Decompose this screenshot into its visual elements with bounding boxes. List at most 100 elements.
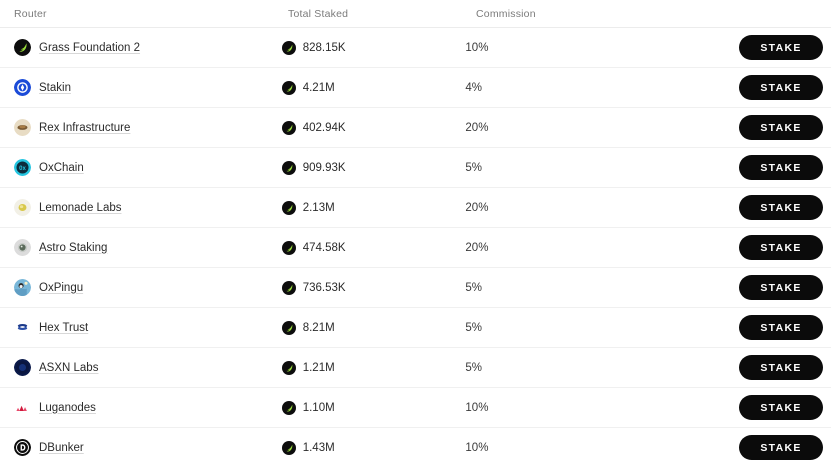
commission-value: 10% bbox=[465, 41, 489, 54]
router-name-link[interactable]: ASXN Labs bbox=[39, 361, 99, 374]
table-row: DBunker 1.43M 10% STAKE bbox=[0, 428, 831, 461]
table-row: Rex Infrastructure 402.94K 20% STAKE bbox=[0, 108, 831, 148]
commission-value: 20% bbox=[465, 241, 489, 254]
grass-token-icon bbox=[281, 440, 296, 455]
commission-value: 10% bbox=[465, 441, 489, 454]
table-row: Astro Staking 474.58K 20% STAKE bbox=[0, 228, 831, 268]
asxn-labs-avatar bbox=[14, 359, 31, 376]
router-name-link[interactable]: Stakin bbox=[39, 81, 71, 94]
table-row: Lemonade Labs 2.13M 20% STAKE bbox=[0, 188, 831, 228]
table-row: Grass Foundation 2 828.15K 10% STAKE bbox=[0, 28, 831, 68]
stake-button[interactable]: STAKE bbox=[738, 155, 823, 180]
router-name-link[interactable]: OxPingu bbox=[39, 281, 84, 294]
action-cell: STAKE bbox=[738, 275, 831, 300]
total-staked-value: 474.58K bbox=[302, 241, 346, 254]
total-staked-value: 828.15K bbox=[302, 41, 346, 54]
router-name-link[interactable]: Grass Foundation 2 bbox=[39, 41, 141, 54]
total-staked-value: 4.21M bbox=[302, 81, 335, 94]
table-row: OxPingu 736.53K 5% STAKE bbox=[0, 268, 831, 308]
stake-button[interactable]: STAKE bbox=[738, 315, 823, 340]
total-staked-cell: 909.93K bbox=[281, 160, 466, 175]
commission-value: 5% bbox=[465, 321, 483, 334]
total-staked-value: 909.93K bbox=[302, 161, 346, 174]
commission-value: 20% bbox=[465, 121, 489, 134]
grass-token-icon bbox=[281, 160, 296, 175]
stake-button[interactable]: STAKE bbox=[738, 75, 823, 100]
grass-foundation-avatar bbox=[14, 39, 31, 56]
stake-button[interactable]: STAKE bbox=[738, 195, 823, 220]
router-cell: 0x OxChain bbox=[0, 159, 282, 176]
grass-token-icon bbox=[281, 320, 296, 335]
commission-value: 4% bbox=[465, 81, 483, 94]
grass-token-icon bbox=[281, 360, 296, 375]
action-cell: STAKE bbox=[738, 355, 831, 380]
total-staked-value: 1.10M bbox=[302, 401, 335, 414]
oxchain-avatar: 0x bbox=[14, 159, 31, 176]
router-cell: Hex Trust bbox=[0, 319, 282, 336]
table-header-row: Router Total Staked Commission bbox=[0, 0, 831, 28]
total-staked-value: 2.13M bbox=[302, 201, 335, 214]
column-header-router: Router bbox=[14, 7, 47, 20]
total-staked-cell: 828.15K bbox=[281, 40, 466, 55]
router-name-link[interactable]: Rex Infrastructure bbox=[39, 121, 131, 134]
table-row: ASXN Labs 1.21M 5% STAKE bbox=[0, 348, 831, 388]
router-cell: DBunker bbox=[0, 439, 282, 456]
total-staked-cell: 2.13M bbox=[281, 200, 466, 215]
stake-button[interactable]: STAKE bbox=[738, 275, 823, 300]
commission-value: 5% bbox=[465, 361, 483, 374]
column-header-total-staked: Total Staked bbox=[288, 7, 349, 20]
action-cell: STAKE bbox=[738, 115, 831, 140]
router-name-link[interactable]: OxChain bbox=[39, 161, 84, 174]
column-header-commission: Commission bbox=[476, 7, 536, 20]
table-row: Hex Trust 8.21M 5% STAKE bbox=[0, 308, 831, 348]
router-cell: Rex Infrastructure bbox=[0, 119, 282, 136]
grass-token-icon bbox=[281, 400, 296, 415]
action-cell: STAKE bbox=[738, 315, 831, 340]
table-body: Grass Foundation 2 828.15K 10% STAKE Stakin 4… bbox=[0, 28, 831, 461]
stake-button[interactable]: STAKE bbox=[738, 235, 823, 260]
router-cell: OxPingu bbox=[0, 279, 282, 296]
total-staked-cell: 474.58K bbox=[281, 240, 466, 255]
stakin-avatar bbox=[14, 79, 31, 96]
total-staked-value: 402.94K bbox=[302, 121, 346, 134]
router-name-link[interactable]: DBunker bbox=[39, 441, 84, 454]
stake-button[interactable]: STAKE bbox=[738, 35, 823, 60]
total-staked-cell: 1.10M bbox=[281, 400, 466, 415]
action-cell: STAKE bbox=[738, 195, 831, 220]
router-cell: Astro Staking bbox=[0, 239, 282, 256]
oxpingu-avatar bbox=[14, 279, 31, 296]
commission-value: 10% bbox=[465, 401, 489, 414]
total-staked-cell: 736.53K bbox=[281, 280, 466, 295]
stake-button[interactable]: STAKE bbox=[738, 115, 823, 140]
astro-staking-avatar bbox=[14, 239, 31, 256]
action-cell: STAKE bbox=[738, 435, 831, 460]
total-staked-value: 8.21M bbox=[302, 321, 335, 334]
grass-token-icon bbox=[281, 40, 296, 55]
grass-token-icon bbox=[281, 120, 296, 135]
rex-infrastructure-avatar bbox=[14, 119, 31, 136]
grass-token-icon bbox=[281, 80, 296, 95]
action-cell: STAKE bbox=[738, 155, 831, 180]
router-name-link[interactable]: Astro Staking bbox=[39, 241, 108, 254]
total-staked-cell: 402.94K bbox=[281, 120, 466, 135]
total-staked-cell: 8.21M bbox=[281, 320, 466, 335]
action-cell: STAKE bbox=[738, 235, 831, 260]
stake-button[interactable]: STAKE bbox=[738, 355, 823, 380]
router-name-link[interactable]: Lemonade Labs bbox=[39, 201, 122, 214]
commission-value: 5% bbox=[465, 161, 483, 174]
dbunker-avatar bbox=[14, 439, 31, 456]
total-staked-value: 1.21M bbox=[302, 361, 335, 374]
svg-text:0x: 0x bbox=[19, 166, 26, 172]
total-staked-value: 1.43M bbox=[302, 441, 335, 454]
lemonade-labs-avatar bbox=[14, 199, 31, 216]
grass-token-icon bbox=[281, 240, 296, 255]
stake-button[interactable]: STAKE bbox=[738, 395, 823, 420]
total-staked-value: 736.53K bbox=[302, 281, 346, 294]
router-name-link[interactable]: Luganodes bbox=[39, 401, 96, 414]
total-staked-cell: 1.21M bbox=[281, 360, 466, 375]
grass-token-icon bbox=[281, 200, 296, 215]
action-cell: STAKE bbox=[738, 395, 831, 420]
stake-button[interactable]: STAKE bbox=[738, 435, 823, 460]
router-name-link[interactable]: Hex Trust bbox=[39, 321, 89, 334]
